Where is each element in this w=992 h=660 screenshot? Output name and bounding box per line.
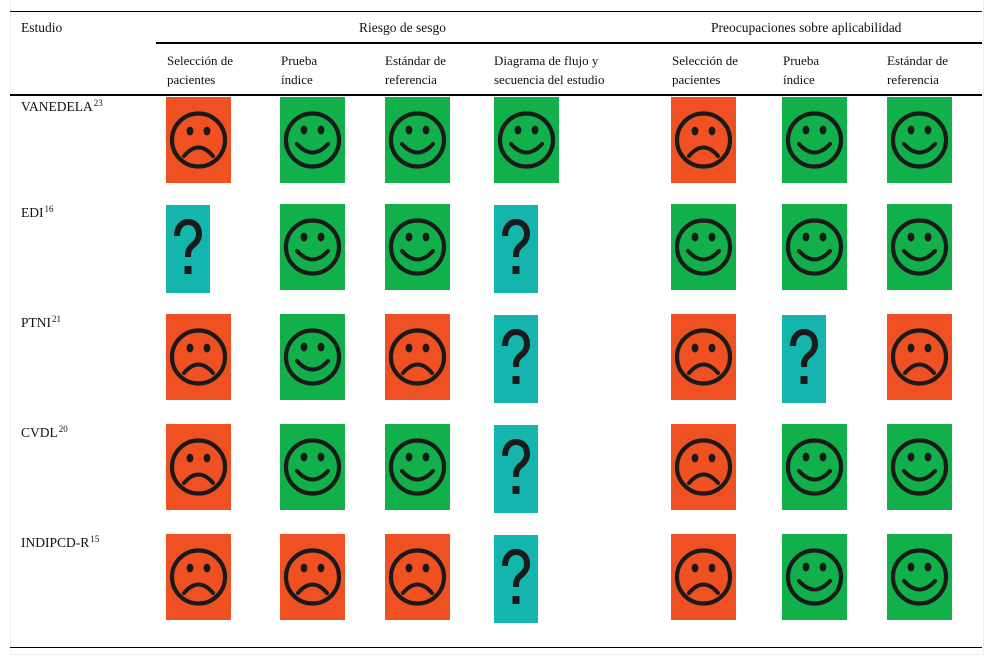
smiley-face-icon [280,314,345,400]
question-mark-icon [494,535,538,623]
sad-face-icon [385,314,450,400]
group-header-risk-of-bias: Riesgo de sesgo [359,20,446,35]
header-bottom-rule [10,94,982,96]
smiley-face-icon [887,204,952,290]
reference-superscript: 20 [58,424,68,434]
sad-face-icon [887,314,952,400]
smiley-face-icon [385,424,450,510]
study-name-cvdl: CVDL20 [21,423,68,442]
study-name-indipcd-r: INDIPCD-R15 [21,533,99,552]
smiley-face-icon [782,204,847,290]
smiley-face-icon [280,424,345,510]
table-frame [10,0,984,655]
smiley-face-icon [782,534,847,620]
smiley-face-icon [887,424,952,510]
smiley-face-icon [385,97,450,183]
study-name-text: CVDL [21,425,58,440]
subheader-app-patient-selection: Selección de pacientes [672,53,739,87]
subheader-rob-reference-standard: Estándar de referencia [385,53,447,87]
sad-face-icon [671,534,736,620]
question-mark-icon [494,205,538,293]
sad-face-icon [280,534,345,620]
question-mark-icon [494,425,538,513]
group-header-rule [156,42,982,44]
table-top-rule [10,11,982,12]
reference-superscript: 15 [90,534,100,544]
smiley-face-icon [280,204,345,290]
sad-face-icon [385,534,450,620]
smiley-face-icon [782,97,847,183]
subheader-app-index-test: Prueba índice [783,53,820,87]
study-name-text: VANEDELA [21,99,93,114]
smiley-face-icon [782,424,847,510]
study-name-text: PTNI [21,315,51,330]
sad-face-icon [166,314,231,400]
question-mark-icon [166,205,210,293]
smiley-face-icon [385,204,450,290]
smiley-face-icon [887,534,952,620]
smiley-face-icon [887,97,952,183]
study-name-text: EDI [21,205,44,220]
group-header-applicability: Preocupaciones sobre aplicabilidad [711,20,902,35]
study-name-edi: EDI16 [21,203,54,222]
table-bottom-rule [10,647,982,648]
reference-superscript: 23 [93,98,103,108]
subheader-rob-index-test: Prueba índice [281,53,318,87]
sad-face-icon [166,534,231,620]
corner-header: Estudio [21,20,63,35]
sad-face-icon [671,314,736,400]
smiley-face-icon [671,204,736,290]
smiley-face-icon [280,97,345,183]
study-name-ptni: PTNI21 [21,313,61,332]
sad-face-icon [671,424,736,510]
subheader-rob-flow-timing: Diagrama de flujo y secuencia del estudi… [494,53,605,87]
reference-superscript: 21 [52,314,61,324]
question-mark-icon [494,315,538,403]
subheader-rob-patient-selection: Selección de pacientes [167,53,234,87]
sad-face-icon [166,97,231,183]
study-name-vanedela: VANEDELA23 [21,97,103,116]
sad-face-icon [166,424,231,510]
sad-face-icon [671,97,736,183]
smiley-face-icon [494,97,559,183]
question-mark-icon [782,315,826,403]
reference-superscript: 16 [44,204,54,214]
study-name-text: INDIPCD-R [21,535,90,550]
subheader-app-reference-standard: Estándar de referencia [887,53,949,87]
